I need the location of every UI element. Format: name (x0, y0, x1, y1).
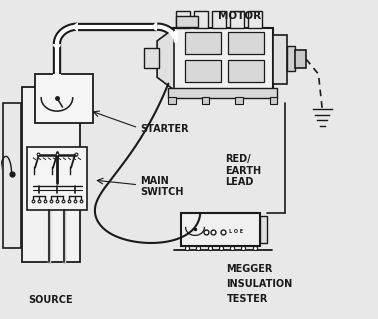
Bar (235, 97, 243, 104)
Bar (22, 87, 80, 262)
Bar (172, 28, 273, 90)
Bar (228, 32, 264, 54)
Bar (35, 74, 93, 123)
Bar (27, 147, 87, 210)
Bar (260, 216, 267, 243)
Bar (176, 16, 198, 27)
Text: TESTER: TESTER (226, 293, 268, 304)
Bar (202, 97, 209, 104)
Bar (270, 97, 277, 104)
Bar (273, 34, 287, 84)
Text: RED/
EARTH
LEAD: RED/ EARTH LEAD (225, 154, 261, 187)
Text: MEGGER: MEGGER (226, 263, 273, 274)
Bar (168, 97, 176, 104)
Text: MOTOR: MOTOR (218, 11, 261, 21)
Bar (144, 48, 159, 68)
Text: INSULATION: INSULATION (226, 279, 293, 289)
Bar (168, 88, 277, 98)
Bar (3, 103, 21, 248)
Polygon shape (157, 28, 174, 90)
Bar (248, 11, 262, 28)
Text: L O E: L O E (229, 229, 243, 234)
Bar (287, 46, 295, 71)
Text: MAIN
SWITCH: MAIN SWITCH (140, 175, 184, 197)
Bar (194, 11, 208, 28)
Text: SOURCE: SOURCE (28, 295, 73, 305)
Bar (185, 32, 221, 54)
Bar (176, 11, 190, 28)
Bar (230, 11, 244, 28)
Text: STARTER: STARTER (140, 124, 189, 135)
Bar (185, 60, 221, 82)
Bar (212, 11, 226, 28)
Bar (181, 213, 260, 247)
Bar (228, 60, 264, 82)
Bar (295, 50, 306, 68)
